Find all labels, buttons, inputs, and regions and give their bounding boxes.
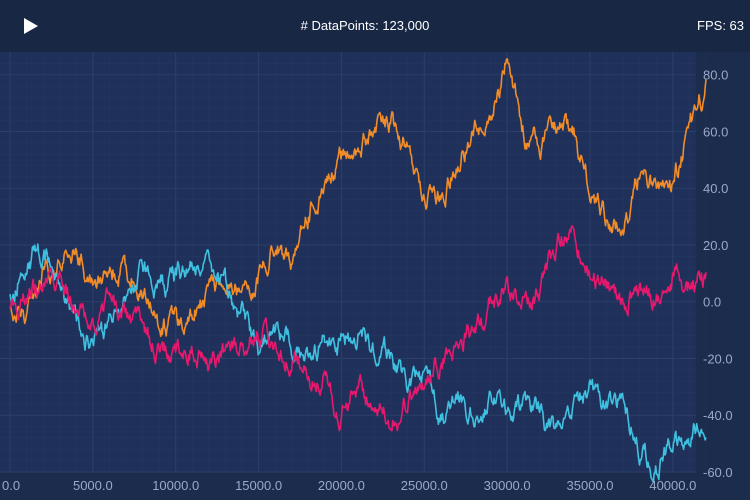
x-tick-label: 5000.0 <box>73 478 113 493</box>
x-tick-label: 0.0 <box>2 478 20 493</box>
series-line-3 <box>9 225 707 432</box>
y-tick-label: 60.0 <box>703 124 728 139</box>
x-axis: 0.0 5000.0 10000.0 15000.0 20000.0 25000.0 300… <box>2 478 696 493</box>
y-tick-label: -40.0 <box>703 408 733 423</box>
y-tick-label: -60.0 <box>703 465 733 480</box>
x-tick-label: 10000.0 <box>152 478 199 493</box>
play-icon[interactable] <box>22 16 40 36</box>
datapoints-counter: # DataPoints: 123,000 <box>300 18 430 33</box>
series-line-1 <box>9 58 707 338</box>
y-tick-label: 40.0 <box>703 181 728 196</box>
toolbar: # DataPoints: 123,000 FPS: 63 <box>0 0 750 52</box>
x-tick-label: 25000.0 <box>401 478 448 493</box>
series-line-2 <box>9 243 707 483</box>
x-tick-label: 15000.0 <box>235 478 282 493</box>
x-tick-label: 40000.0 <box>649 478 696 493</box>
y-tick-label: 80.0 <box>703 68 728 83</box>
line-chart[interactable]: 80.0 60.0 40.0 20.0 0.0 -20.0 -40.0 -60.0 0.0 50… <box>0 52 750 500</box>
series-layer <box>9 58 707 483</box>
x-tick-label: 20000.0 <box>318 478 365 493</box>
x-tick-label: 35000.0 <box>567 478 614 493</box>
y-axis: 80.0 60.0 40.0 20.0 0.0 -20.0 -40.0 -60.0 <box>703 68 733 480</box>
x-tick-label: 30000.0 <box>484 478 531 493</box>
y-tick-label: -20.0 <box>703 351 733 366</box>
grid <box>0 52 707 473</box>
y-tick-label: 20.0 <box>703 238 728 253</box>
fps-counter: FPS: 63 <box>697 18 744 33</box>
y-tick-label: 0.0 <box>703 295 721 310</box>
